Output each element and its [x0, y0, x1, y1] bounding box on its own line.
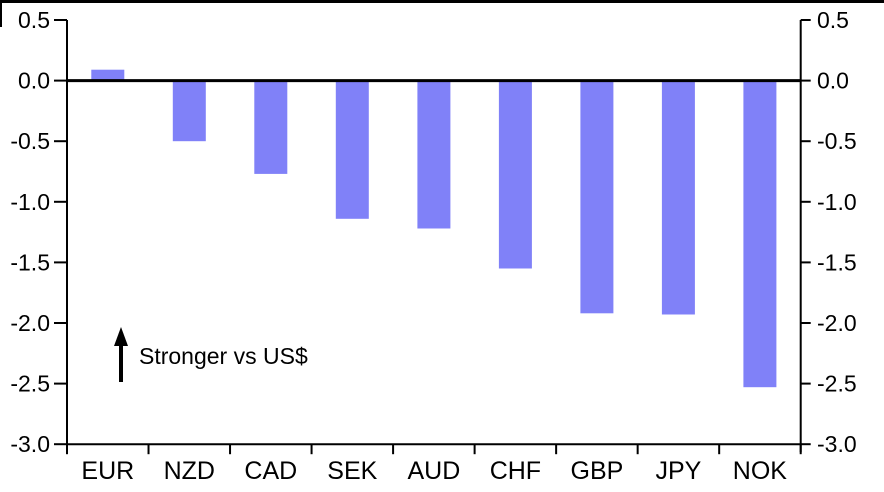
bar-NZD: [172, 80, 206, 142]
x-axis-label-NZD: NZD: [164, 457, 215, 485]
right-axis-tick-label: -3.0: [817, 431, 857, 457]
bar-CHF: [498, 80, 532, 269]
bar-GBP: [580, 80, 614, 314]
left-axis-tick-label: -2.5: [10, 371, 50, 397]
left-axis-tick-label: -2.0: [10, 310, 50, 336]
annotation-stronger-vs-usd: Stronger vs US$: [139, 343, 308, 369]
bar-JPY: [661, 80, 695, 315]
left-axis-tick-label: -1.5: [10, 249, 50, 275]
left-axis-tick-label: -1.0: [10, 189, 50, 215]
right-axis-tick-label: 0.5: [817, 7, 849, 33]
window-border-left: [0, 0, 2, 27]
x-axis-label-CAD: CAD: [244, 457, 297, 485]
left-axis-tick-label: 0.0: [18, 68, 50, 94]
left-axis-tick-label: 0.5: [18, 7, 50, 33]
bar-CAD: [254, 80, 288, 174]
stronger-arrow-head: [114, 327, 128, 346]
window-border-top: [0, 0, 884, 3]
x-axis-label-EUR: EUR: [81, 457, 134, 485]
right-axis-tick-label: -2.0: [817, 310, 857, 336]
x-axis-label-SEK: SEK: [327, 457, 377, 485]
x-axis-label-JPY: JPY: [655, 457, 701, 485]
x-axis-label-NOK: NOK: [733, 457, 788, 485]
x-axis-label-AUD: AUD: [408, 457, 461, 485]
bar-NOK: [743, 80, 777, 388]
right-axis-tick-label: -0.5: [817, 128, 857, 154]
left-axis-tick-label: -0.5: [10, 128, 50, 154]
bar-EUR: [91, 69, 125, 81]
bar-SEK: [335, 80, 369, 219]
x-axis-label-GBP: GBP: [571, 457, 624, 485]
x-axis-label-CHF: CHF: [490, 457, 541, 485]
right-axis-tick-label: -1.5: [817, 249, 857, 275]
right-axis-tick-label: 0.0: [817, 68, 849, 94]
right-axis-tick-label: -2.5: [817, 371, 857, 397]
bar-AUD: [417, 80, 451, 229]
right-axis-tick-label: -1.0: [817, 189, 857, 215]
left-axis-tick-label: -3.0: [10, 431, 50, 457]
